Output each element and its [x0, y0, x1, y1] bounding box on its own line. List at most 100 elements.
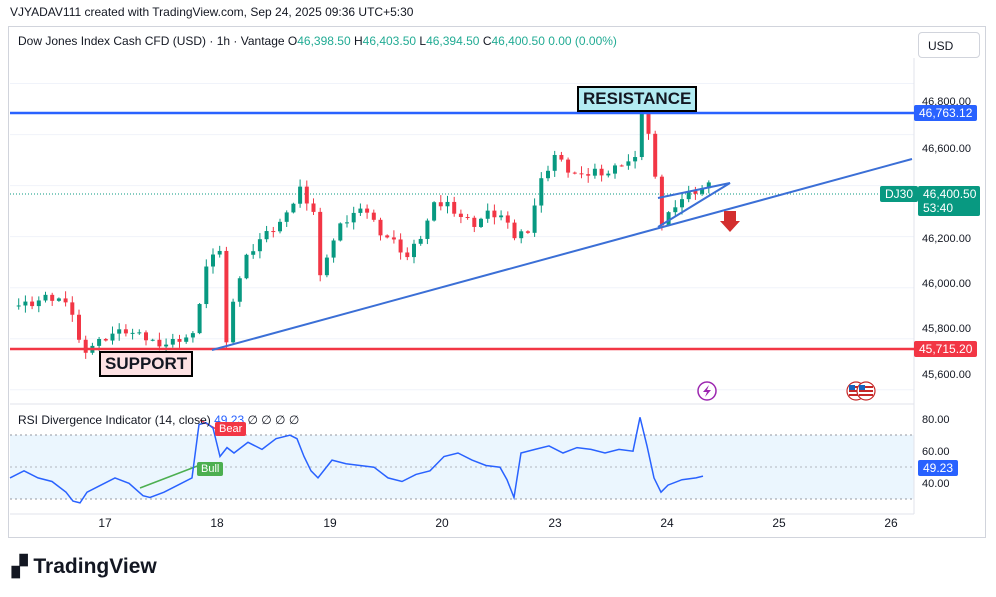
candle-body: [445, 201, 450, 207]
candle-body: [613, 165, 617, 174]
y-tick-label: 46,200.00: [922, 233, 971, 245]
candle-body: [338, 223, 343, 241]
us-flag-icon[interactable]: [846, 381, 876, 401]
rsi-tick-label: 40.00: [922, 478, 950, 490]
close-label: C: [482, 34, 492, 48]
rsi-legend[interactable]: RSI Divergence Indicator (14, close) 49.…: [18, 413, 299, 427]
candle-body: [318, 211, 323, 276]
x-tick-label: 25: [772, 516, 786, 530]
candle-body: [97, 339, 102, 346]
candle-body: [465, 217, 470, 219]
candle-body: [472, 217, 477, 227]
candle-body: [244, 254, 249, 279]
y-tick-label: 45,800.00: [922, 323, 971, 335]
candle-body: [371, 212, 376, 220]
y-tick-label: 46,000.00: [922, 278, 971, 290]
candle-body: [264, 231, 269, 240]
candle-body: [137, 332, 142, 334]
candle-body: [110, 333, 115, 341]
candle-body: [572, 172, 577, 174]
candle-body: [432, 202, 437, 221]
candle-body: [16, 305, 21, 307]
candle-body: [70, 302, 75, 315]
candle-body: [391, 237, 396, 240]
bear-label: Bear: [215, 422, 247, 436]
last-price-tag: 46,400.50 53:40: [918, 186, 980, 216]
candle-body: [499, 215, 504, 218]
candle-body: [659, 176, 664, 226]
candle-body: [626, 161, 631, 166]
candle-body: [311, 203, 316, 212]
candle-body: [505, 215, 510, 223]
candle-body: [425, 220, 430, 239]
candle-body: [103, 339, 108, 341]
candle-body: [170, 339, 175, 345]
candle-body: [278, 221, 282, 232]
rsi-tick-label: 80.00: [922, 414, 950, 426]
rsi-extra-values: ∅ ∅ ∅ ∅: [247, 413, 300, 427]
candle-body: [458, 213, 463, 218]
tradingview-logo[interactable]: ▞ TradingView: [12, 554, 157, 579]
rsi-tick-label: 60.00: [922, 446, 950, 458]
candle-body: [144, 332, 148, 341]
open-value: 46,398.50: [297, 34, 351, 48]
candle-body: [190, 333, 195, 338]
candle-body: [519, 231, 524, 239]
rsi-indicator-name: RSI Divergence Indicator (14, close): [18, 413, 211, 427]
candle-body: [412, 243, 416, 258]
candle-body: [646, 101, 651, 134]
bull-label: Bull: [197, 462, 224, 476]
candle-body: [532, 205, 537, 233]
candle-body: [324, 257, 329, 276]
lightning-icon[interactable]: [697, 381, 717, 401]
candle-body: [706, 182, 711, 189]
candle-body: [257, 239, 262, 252]
candle-body: [157, 339, 162, 347]
chart-credit: VJYADAV111 created with TradingView.com,…: [10, 5, 414, 19]
resistance-price-tag: 46,763.12: [914, 105, 978, 121]
x-tick-label: 19: [323, 516, 337, 530]
candle-body: [43, 294, 48, 301]
symbol-tag: DJ30: [880, 186, 919, 202]
candle-body: [586, 174, 591, 176]
candle-body: [36, 300, 41, 307]
candle-body: [284, 212, 289, 222]
candle-body: [398, 239, 403, 253]
candle-body: [546, 170, 550, 179]
candle-body: [666, 212, 671, 226]
candle-body: [566, 159, 571, 173]
change-value: 0.00 (0.00%): [548, 34, 617, 48]
symbol-legend[interactable]: Dow Jones Index Cash CFD (USD) · 1h · Va…: [18, 34, 617, 48]
support-label[interactable]: SUPPORT: [99, 351, 194, 377]
low-value: 46,394.50: [426, 34, 480, 48]
candle-body: [83, 339, 88, 353]
candle-body: [680, 199, 684, 208]
candle-body: [164, 344, 169, 347]
currency-button[interactable]: USD: [918, 32, 980, 58]
candle-body: [606, 173, 611, 176]
resistance-label[interactable]: RESISTANCE: [577, 86, 698, 112]
candles: [16, 96, 711, 359]
candle-body: [365, 208, 370, 213]
y-tick-label: 45,600.00: [922, 369, 971, 381]
candle-body: [211, 254, 215, 267]
candle-body: [204, 266, 209, 305]
low-label: L: [419, 34, 427, 48]
candle-body: [700, 188, 705, 194]
candle-body: [512, 222, 517, 239]
trend-line[interactable]: [211, 158, 913, 351]
candle-body: [77, 314, 81, 340]
candle-body: [418, 238, 423, 244]
symbol-description: Dow Jones Index Cash CFD (USD) · 1h · Va…: [18, 34, 285, 48]
candle-body: [271, 231, 276, 233]
y-tick-label: 46,600.00: [922, 143, 971, 155]
candle-body: [619, 165, 624, 167]
candle-body: [177, 339, 182, 342]
high-label: H: [353, 34, 363, 48]
candle-body: [653, 133, 658, 177]
candle-body: [592, 168, 597, 176]
wedge-pattern[interactable]: [657, 182, 731, 228]
high-value: 46,403.50: [362, 34, 417, 48]
down-arrow-icon: [720, 211, 740, 232]
